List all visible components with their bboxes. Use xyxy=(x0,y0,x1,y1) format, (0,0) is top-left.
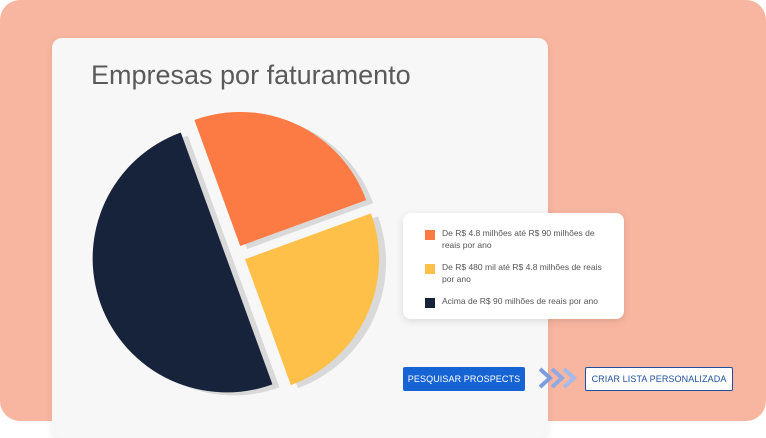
legend-label: Acima de R$ 90 milhões de reais por ano xyxy=(442,296,598,306)
pie-slice-face xyxy=(194,111,367,246)
chart-legend: De R$ 4.8 milhões até R$ 90 milhões de r… xyxy=(403,213,624,319)
legend-swatch-navy xyxy=(425,298,435,308)
pie-slice-face xyxy=(245,213,380,386)
create-custom-list-button[interactable]: CRIAR LISTA PERSONALIZADA xyxy=(585,367,733,391)
pie-chart xyxy=(92,111,387,396)
legend-label: De R$ 4.8 milhões até R$ 90 milhões de r… xyxy=(442,228,595,250)
legend-swatch-yellow xyxy=(425,264,435,274)
pie-slice-0 xyxy=(194,111,374,249)
legend-swatch-orange xyxy=(425,230,435,240)
pie-slice-2 xyxy=(92,132,280,396)
double-chevron-right-icon xyxy=(538,367,577,389)
search-prospects-button[interactable]: PESQUISAR PROSPECTS xyxy=(403,367,525,391)
legend-label: De R$ 480 mil até R$ 4.8 milhões de reai… xyxy=(442,262,602,284)
pie-slice-face xyxy=(92,132,273,393)
chart-title: Empresas por faturamento xyxy=(91,60,411,90)
pie-slice-1 xyxy=(245,213,387,389)
